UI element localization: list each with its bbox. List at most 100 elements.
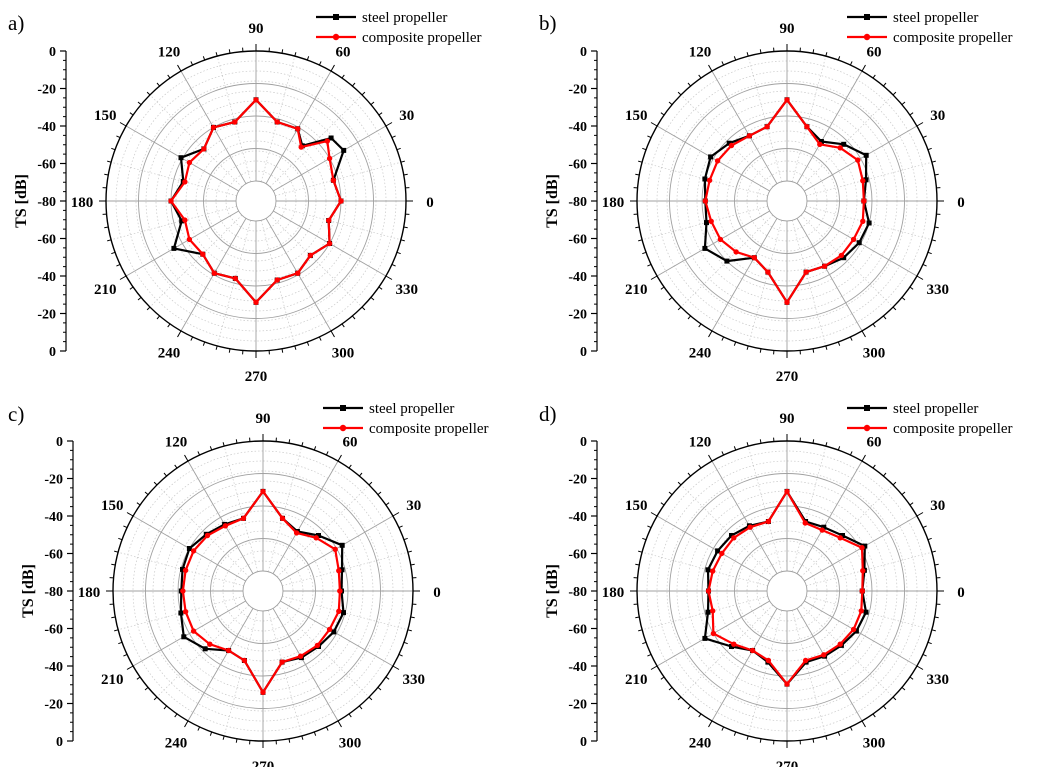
radial-spoke — [711, 218, 778, 332]
r-tick-label: 0 — [580, 435, 587, 450]
data-point-composite — [182, 609, 189, 615]
radial-spoke — [791, 56, 827, 182]
angle-tick-mark — [892, 481, 897, 486]
angle-tick-label: 60 — [336, 44, 351, 60]
data-point-composite — [705, 588, 712, 594]
angle-tick-mark — [325, 726, 329, 731]
data-point-composite — [241, 657, 248, 664]
angle-tick-mark — [872, 323, 876, 328]
angle-tick-mark — [934, 563, 939, 566]
data-point-steel — [702, 176, 708, 182]
angle-tick-mark — [377, 491, 382, 495]
angle-tick-mark — [306, 56, 310, 61]
data-point-composite — [274, 277, 280, 283]
angle-tick-mark — [391, 263, 396, 267]
angle-tick-mark — [642, 641, 647, 645]
data-point-composite — [802, 520, 808, 526]
angle-tick-mark — [927, 537, 932, 541]
r-tick-label: -40 — [37, 120, 56, 135]
data-point-steel — [729, 644, 734, 649]
angle-tick-mark — [348, 464, 352, 469]
angle-tick-mark — [909, 112, 914, 116]
radial-spoke — [680, 94, 774, 188]
angle-tick-mark — [901, 297, 906, 301]
inner-circle — [242, 570, 284, 612]
angle-tick-mark — [647, 263, 652, 267]
data-point-composite — [850, 626, 857, 633]
legend-marker-composite — [332, 33, 340, 41]
data-point-composite — [222, 523, 229, 529]
data-point-steel — [863, 152, 869, 158]
radial-spoke — [132, 600, 246, 667]
data-point-composite — [855, 157, 861, 163]
radial-spoke — [800, 214, 894, 308]
data-point-composite — [211, 270, 217, 276]
data-point-steel — [328, 135, 334, 141]
data-point-composite — [821, 263, 828, 269]
radial-spoke — [747, 220, 783, 346]
angle-tick-mark — [146, 91, 151, 96]
angle-tick-mark — [812, 738, 815, 743]
data-point-steel — [331, 629, 337, 635]
angle-tick-mark — [136, 676, 141, 680]
angle-tick-mark — [177, 64, 182, 72]
angle-tick-label: 330 — [926, 672, 949, 688]
angle-tick-mark — [377, 687, 382, 691]
legend-label: composite propeller — [362, 30, 482, 46]
data-point-composite — [858, 608, 864, 614]
angle-tick-mark — [687, 705, 691, 710]
angle-tick-mark — [927, 641, 932, 645]
radial-spoke — [800, 94, 894, 188]
radial-spoke — [272, 608, 339, 722]
angle-tick-mark — [746, 735, 749, 740]
r-tick-label: -60 — [568, 158, 587, 173]
angle-tick-mark — [370, 101, 375, 105]
angle-tick-mark — [190, 61, 194, 66]
angle-tick-mark — [111, 563, 116, 566]
r-tick-label: -20 — [44, 473, 63, 488]
data-point-composite — [337, 588, 343, 594]
angle-tick-mark — [642, 147, 647, 151]
data-point-composite — [326, 626, 333, 633]
r-tick-label: 0 — [580, 345, 587, 360]
data-point-composite — [253, 299, 259, 305]
r-tick-label: -80 — [568, 195, 587, 210]
radial-spoke — [680, 214, 774, 308]
data-point-steel — [862, 543, 868, 549]
r-tick-label: -60 — [37, 158, 56, 173]
angle-tick-mark — [144, 687, 149, 691]
data-point-composite — [850, 236, 857, 243]
angle-tick-mark — [352, 315, 356, 320]
radial-spoke — [260, 220, 296, 346]
angle-tick-mark — [934, 616, 939, 619]
data-point-composite — [210, 124, 217, 131]
angle-tick-mark — [114, 629, 119, 632]
data-point-composite — [313, 535, 319, 541]
angle-tick-mark — [837, 731, 841, 736]
angle-tick-mark — [849, 336, 853, 341]
angle-tick-mark — [352, 82, 356, 87]
angle-tick-mark — [407, 629, 412, 632]
radial-spoke — [806, 551, 932, 587]
angle-tick-mark — [922, 525, 927, 529]
angle-tick-mark — [156, 82, 160, 87]
data-point-composite — [190, 628, 197, 634]
data-point-steel — [724, 258, 730, 264]
angle-tick-mark — [638, 239, 643, 242]
r-tick-label: -60 — [44, 548, 63, 563]
angle-tick-label: 210 — [101, 672, 124, 688]
legend: steel propeller composite propeller — [323, 401, 489, 437]
angle-tick-mark — [129, 286, 134, 290]
radial-spoke — [223, 610, 259, 736]
data-point-composite — [765, 657, 772, 664]
r-tick-label: -40 — [44, 660, 63, 675]
angle-tick-label: 300 — [332, 346, 355, 362]
radial-spoke — [269, 94, 363, 188]
angle-tick-mark — [337, 720, 342, 728]
data-point-steel — [841, 141, 847, 147]
angle-tick-label: 60 — [867, 44, 882, 60]
panel-label: a) — [8, 11, 24, 35]
polar-chart-2: b) 0 30 60 90 120 150 180 210 240 270 300 330 0 -20 -40… — [539, 10, 1013, 385]
angle-tick-mark — [660, 112, 665, 116]
angle-tick-mark — [403, 226, 408, 229]
